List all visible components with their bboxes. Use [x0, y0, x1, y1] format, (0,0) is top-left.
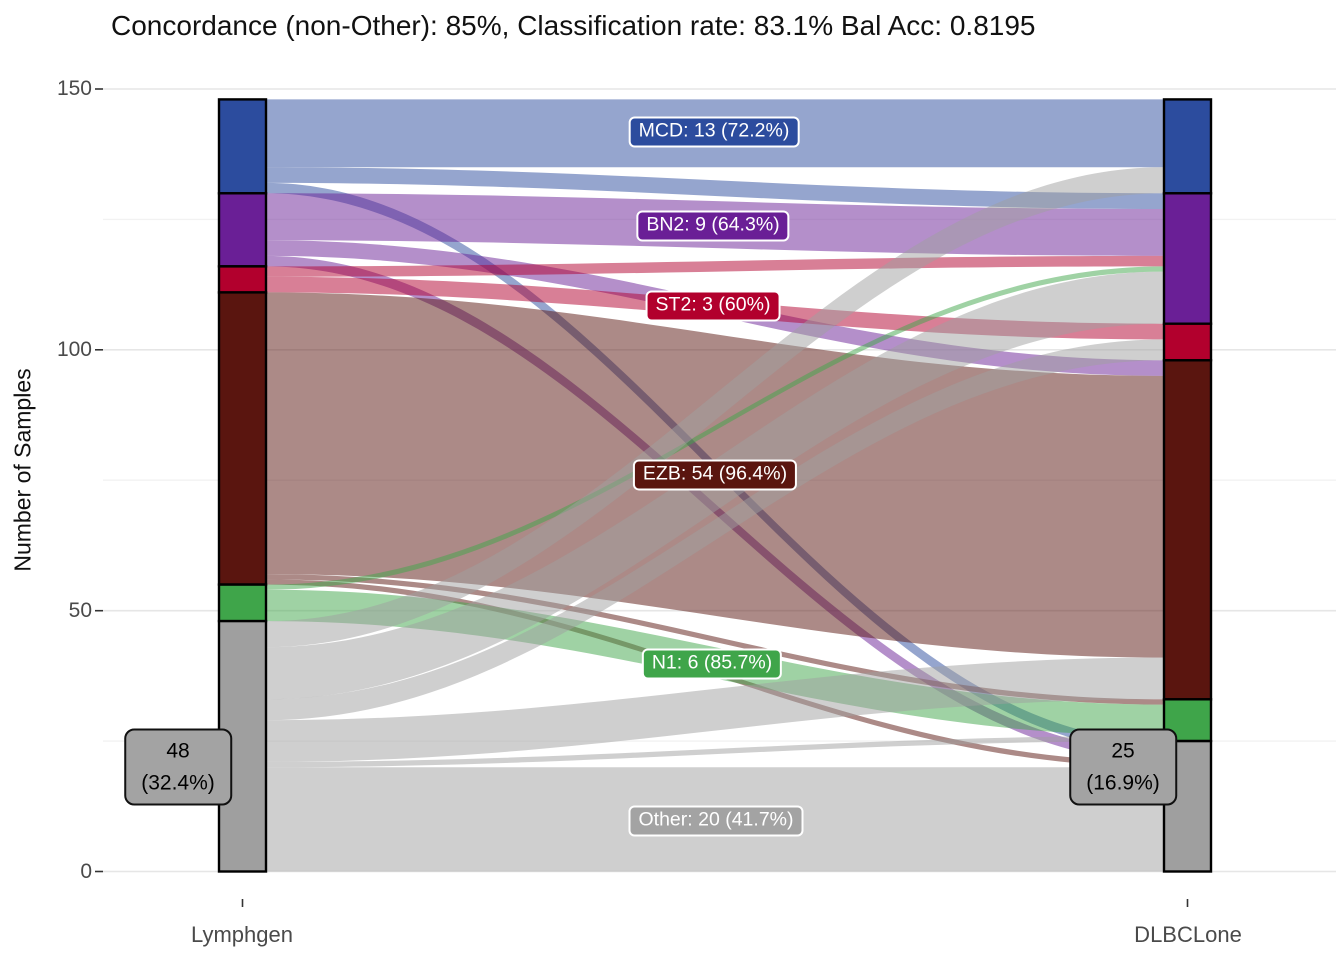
flow-EZB-to-N1: [266, 574, 1164, 705]
flow-Other-to-MCD: [266, 167, 1164, 648]
flow-label-Other: Other: 20 (41.7%): [628, 805, 804, 837]
total-label-dlbclone-other: 25 (16.9%): [1069, 728, 1177, 806]
flow-N1-to-BN2: [266, 266, 1164, 590]
flow-Other-to-ST2: [266, 339, 1164, 721]
stratum-right-MCD: [1162, 98, 1213, 195]
flow-Other-to-EZB: [266, 657, 1164, 762]
flow-MCD-to-BN2: [266, 167, 1164, 209]
stratum-right-BN2: [1162, 192, 1213, 325]
y-axis-title: Number of Samples: [9, 368, 36, 572]
x-axis-label-lymphgen: Lymphgen: [191, 922, 293, 947]
stratum-right-Other: [1162, 739, 1213, 873]
x-axis-label-dlbclone: DLBCLone: [1134, 922, 1242, 947]
stratum-left-ST2: [217, 265, 268, 294]
chart-title: Concordance (non-Other): 85%, Classifica…: [111, 10, 1036, 41]
y-tick-50: 50: [68, 598, 92, 622]
total-label-line: 25: [1111, 739, 1135, 763]
stratum-left-MCD: [217, 98, 268, 195]
axis-ticks: [95, 88, 1189, 907]
y-tick-150: 150: [56, 77, 92, 100]
flow-label-ST2: ST2: 3 (60%): [645, 290, 781, 322]
stratum-right-EZB: [1162, 359, 1213, 701]
total-label-line: 48: [166, 739, 190, 763]
stratum-left-EZB: [217, 291, 268, 586]
flow-label-BN2: BN2: 9 (64.3%): [636, 210, 790, 242]
y-tick-0: 0: [80, 859, 92, 883]
stratum-left-N1: [217, 583, 268, 623]
stratum-right-ST2: [1162, 322, 1213, 362]
total-label-lymphgen-other: 48 (32.4%): [124, 728, 232, 806]
total-label-line: (16.9%): [1086, 771, 1160, 794]
flow-label-N1: N1: 6 (85.7%): [641, 648, 783, 680]
flow-label-MCD: MCD: 13 (72.2%): [628, 116, 800, 148]
y-tick-100: 100: [56, 337, 92, 361]
flow-label-EZB: EZB: 54 (96.4%): [632, 459, 798, 491]
flow-Other-to-N1: [266, 735, 1164, 768]
total-label-line: (32.4%): [141, 771, 215, 794]
flow-ST2-to-BN2: [266, 255, 1164, 277]
stratum-left-BN2: [217, 192, 268, 268]
